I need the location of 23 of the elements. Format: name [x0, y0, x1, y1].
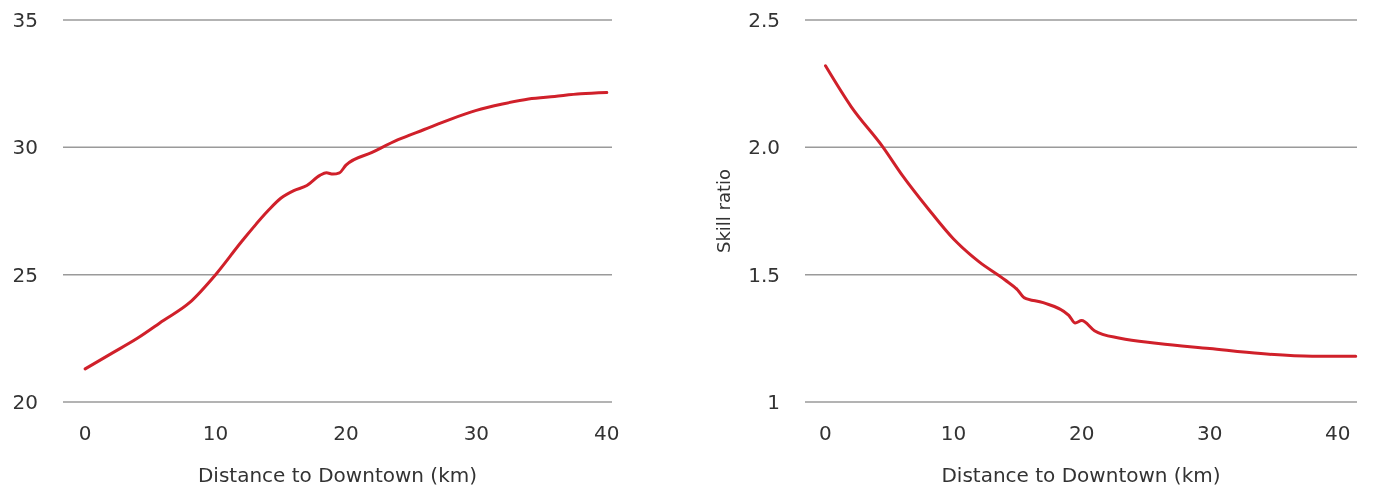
y-tick-label: 1.5	[748, 262, 780, 287]
x-tick-label: 10	[940, 421, 967, 445]
y-tick-label: 20	[12, 390, 38, 414]
x-tick-label: 20	[333, 421, 359, 445]
y-tick-label: 2.5	[748, 8, 780, 32]
x-tick-label: 10	[202, 421, 229, 445]
y-tick-label: 2.0	[748, 135, 780, 160]
x-tick-label: 40	[1325, 421, 1351, 445]
line-series	[83, 91, 609, 371]
x-tick-label: 0	[819, 421, 832, 445]
x-tick-label: 30	[1196, 421, 1223, 445]
x-tick-label: 30	[463, 421, 490, 445]
x-tick-label: 20	[1068, 421, 1095, 445]
x-tick-label: 0	[78, 421, 92, 445]
y-tick-label: 35	[12, 8, 38, 32]
y-axis-title: Skill ratio	[713, 168, 734, 254]
x-tick-label: 40	[594, 421, 620, 445]
line-series	[823, 64, 1358, 358]
y-tick-label: 25	[12, 262, 38, 287]
y-tick-label: 1	[767, 390, 780, 414]
x-axis-title: Distance to Downtown (km)	[941, 463, 1221, 487]
x-axis-title: Distance to Downtown (km)	[197, 463, 478, 487]
y-tick-label: 30	[12, 135, 38, 160]
